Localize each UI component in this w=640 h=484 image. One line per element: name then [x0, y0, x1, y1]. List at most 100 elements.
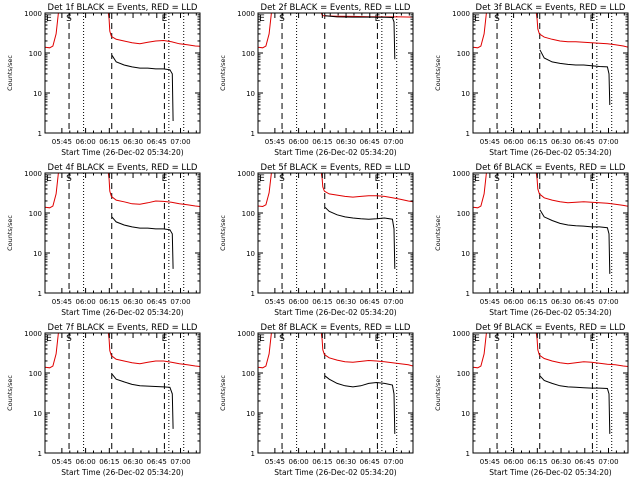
- x-tick-label: 06:15: [312, 458, 332, 466]
- x-tick-label: 06:45: [147, 138, 167, 146]
- x-tick-label: 07:00: [383, 298, 403, 306]
- y-axis-label: Counts/sec: [6, 55, 14, 91]
- plot-frame: [472, 12, 629, 134]
- x-tick-label: 05:45: [265, 298, 285, 306]
- series-group: [473, 173, 628, 274]
- x-tick-label: 07:00: [598, 138, 618, 146]
- y-tick-label: 1000: [452, 330, 470, 338]
- x-tick-label: 06:00: [504, 138, 524, 146]
- panel-title: Det 5f BLACK = Events, RED = LLD: [261, 163, 411, 173]
- panel-det-3: Det 3f BLACK = Events, RED = LLD Counts/s…: [434, 3, 629, 157]
- x-tick-label: 06:30: [336, 458, 356, 466]
- panel-det-8: Det 8f BLACK = Events, RED = LLD Counts/s…: [219, 323, 414, 477]
- panel-title: Det 9f BLACK = Events, RED = LLD: [476, 323, 626, 333]
- y-axis-label: Counts/sec: [434, 375, 442, 411]
- panel-title: Det 1f BLACK = Events, RED = LLD: [48, 3, 198, 13]
- y-tick-label: 1: [466, 130, 470, 138]
- x-axis-label: Start Time (26-Dec-02 05:34:20): [61, 308, 183, 317]
- panel-det-4: Det 4f BLACK = Events, RED = LLD Counts/s…: [6, 163, 201, 317]
- x-tick-label: 06:15: [527, 298, 547, 306]
- x-tick-label: 06:30: [551, 458, 571, 466]
- x-axis-label: Start Time (26-Dec-02 05:34:20): [274, 468, 396, 477]
- y-tick-label: 1000: [452, 170, 470, 178]
- series-line-events: [111, 54, 174, 122]
- y-axis-label: Counts/sec: [219, 375, 227, 411]
- marker-E-start-label: E: [46, 334, 52, 344]
- y-axis-label: Counts/sec: [6, 215, 14, 251]
- y-tick-label: 1: [38, 450, 42, 458]
- x-axis-label: Start Time (26-Dec-02 05:34:20): [489, 468, 611, 477]
- y-tick-label: 10: [246, 250, 255, 258]
- series-group: [258, 333, 413, 434]
- y-tick-label: 1: [251, 130, 255, 138]
- marker-S-label: S: [494, 334, 500, 344]
- series-group: [258, 173, 413, 269]
- x-axis-label: Start Time (26-Dec-02 05:34:20): [274, 308, 396, 317]
- marker-S-label: S: [279, 334, 285, 344]
- panel-title: Det 6f BLACK = Events, RED = LLD: [476, 163, 626, 173]
- series-line-lld: [258, 333, 413, 369]
- x-tick-label: 06:15: [312, 138, 332, 146]
- plot-frame: [257, 172, 414, 294]
- y-tick-label: 100: [457, 370, 470, 378]
- plot-frame: [472, 332, 629, 454]
- x-tick-label: 06:45: [360, 458, 380, 466]
- series-group: [473, 13, 628, 106]
- y-tick-label: 10: [461, 90, 470, 98]
- x-tick-label: 05:45: [480, 458, 500, 466]
- series-line-events: [324, 375, 396, 434]
- y-tick-label: 100: [29, 210, 42, 218]
- x-tick-label: 06:30: [336, 138, 356, 146]
- x-tick-label: 07:00: [170, 138, 190, 146]
- x-tick-label: 05:45: [480, 138, 500, 146]
- x-tick-label: 06:00: [504, 458, 524, 466]
- marker-E-label: E: [162, 174, 168, 184]
- x-tick-label: 06:30: [551, 298, 571, 306]
- x-tick-label: 06:00: [76, 138, 96, 146]
- x-axis-label: Start Time (26-Dec-02 05:34:20): [61, 468, 183, 477]
- y-axis-label: Counts/sec: [434, 55, 442, 91]
- plot-frame: [44, 172, 201, 294]
- y-tick-label: 10: [33, 250, 42, 258]
- x-tick-label: 06:15: [527, 138, 547, 146]
- x-tick-label: 06:30: [123, 298, 143, 306]
- y-tick-label: 10: [246, 90, 255, 98]
- y-tick-label: 100: [29, 370, 42, 378]
- x-tick-label: 06:30: [336, 298, 356, 306]
- marker-S-label: S: [66, 174, 72, 184]
- marker-E-start-label: E: [259, 334, 265, 344]
- series-line-events: [111, 216, 174, 269]
- panel-det-7: Det 7f BLACK = Events, RED = LLD Counts/s…: [6, 323, 201, 477]
- y-tick-label: 1000: [237, 10, 255, 18]
- y-tick-label: 10: [33, 90, 42, 98]
- marker-E-label: E: [590, 334, 596, 344]
- series-line-events: [324, 15, 396, 60]
- series-line-lld: [258, 173, 413, 208]
- panel-title: Det 8f BLACK = Events, RED = LLD: [261, 323, 411, 333]
- marker-E-start-label: E: [46, 14, 52, 24]
- y-tick-label: 1000: [237, 170, 255, 178]
- x-tick-label: 07:00: [383, 458, 403, 466]
- series-group: [258, 13, 413, 60]
- panel-det-5: Det 5f BLACK = Events, RED = LLD Counts/s…: [219, 163, 414, 317]
- x-tick-label: 06:00: [504, 298, 524, 306]
- series-line-lld: [258, 13, 413, 49]
- x-tick-label: 06:00: [289, 298, 309, 306]
- series-group: [473, 333, 628, 434]
- marker-E-label: E: [375, 334, 381, 344]
- series-line-events: [539, 209, 611, 274]
- y-tick-label: 1: [38, 290, 42, 298]
- x-tick-label: 06:45: [147, 458, 167, 466]
- marker-E-label: E: [590, 174, 596, 184]
- x-tick-label: 05:45: [52, 138, 72, 146]
- marker-E-label: E: [375, 174, 381, 184]
- y-tick-label: 100: [29, 50, 42, 58]
- plot-frame: [44, 12, 201, 134]
- plot-frame: [257, 12, 414, 134]
- x-tick-label: 06:15: [99, 138, 119, 146]
- marker-S-label: S: [494, 174, 500, 184]
- panel-det-6: Det 6f BLACK = Events, RED = LLD Counts/s…: [434, 163, 629, 317]
- panel-det-2: Det 2f BLACK = Events, RED = LLD Counts/s…: [219, 3, 414, 157]
- series-group: [45, 173, 200, 269]
